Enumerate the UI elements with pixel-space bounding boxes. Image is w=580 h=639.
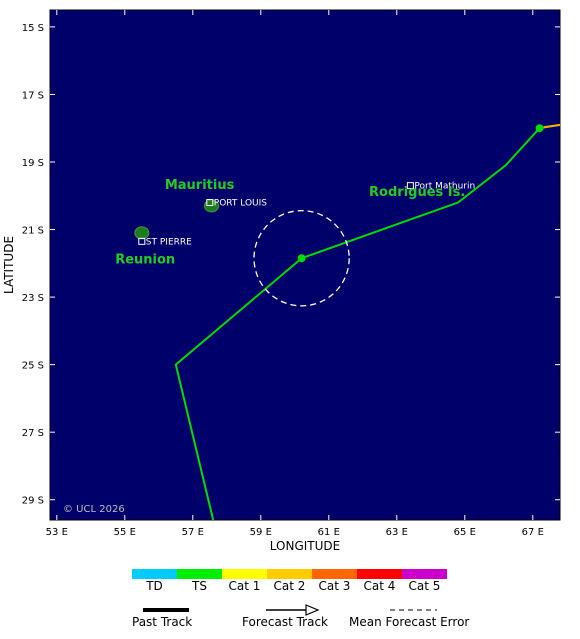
x-axis-title: LONGITUDE xyxy=(270,539,340,553)
lat-tick-label: 19 S xyxy=(22,158,44,169)
lon-tick-label: 59 E xyxy=(250,527,272,538)
category-swatch xyxy=(267,569,312,579)
category-swatch xyxy=(222,569,267,579)
category-label: Cat 1 xyxy=(228,579,261,593)
station-marker-icon xyxy=(138,237,146,245)
lat-tick-label: 27 S xyxy=(22,428,44,439)
category-swatch xyxy=(357,569,402,579)
category-swatch xyxy=(132,569,177,579)
lat-tick-label: 23 S xyxy=(22,293,44,304)
track-layer xyxy=(174,123,561,521)
track-segment-orange xyxy=(543,123,561,129)
mean-error-label: Mean Forecast Error xyxy=(349,615,470,629)
axis-ticks: 53 E 55 E 57 E 59 E 61 E 63 E 65 E 67 E 15 S 17 S… xyxy=(22,10,560,538)
station-label: ST PIERRE xyxy=(146,237,192,247)
category-label: Cat 2 xyxy=(273,579,306,593)
lon-tick-label: 55 E xyxy=(114,527,136,538)
forecast-track-label: Forecast Track xyxy=(242,615,328,629)
y-axis-title: LATITUDE xyxy=(2,236,16,294)
forecast-arrow-icon xyxy=(305,604,320,616)
station-marker-icon xyxy=(206,199,214,207)
map-plot-area xyxy=(49,9,561,521)
category-label: Cat 5 xyxy=(408,579,441,593)
forecast-error-circle xyxy=(253,209,350,307)
category-swatch xyxy=(312,569,357,579)
lon-tick-label: 53 E xyxy=(46,527,68,538)
lon-tick-label: 65 E xyxy=(454,527,476,538)
lon-tick-label: 67 E xyxy=(522,527,544,538)
reunion-island xyxy=(134,226,150,240)
legend: TD TS Cat 1 Cat 2 Cat 3 Cat 4 Cat 5 Past Track… xyxy=(0,566,580,639)
lat-tick-label: 15 S xyxy=(22,23,44,34)
category-label: Cat 4 xyxy=(363,579,396,593)
station-marker-icon xyxy=(406,182,414,190)
lon-tick-label: 57 E xyxy=(182,527,204,538)
place-labels: PORT LOUIS ST PIERRE Port Mathurin Mauritiu… xyxy=(115,178,475,267)
lat-tick-label: 25 S xyxy=(22,361,44,372)
category-label: TD xyxy=(146,579,163,593)
category-swatch xyxy=(402,569,447,579)
category-swatch xyxy=(177,569,222,579)
land-layer xyxy=(134,199,219,240)
lon-tick-label: 63 E xyxy=(386,527,408,538)
place-label: Rodrigues Is. xyxy=(369,185,465,200)
station-label: Port Mathurin xyxy=(414,182,475,192)
category-label: TS xyxy=(192,579,207,593)
lat-tick-label: 17 S xyxy=(22,90,44,101)
legend-line-samples xyxy=(143,604,437,616)
storm-track-map: 53 E 55 E 57 E 59 E 61 E 63 E 65 E 67 E 15 S 17 S… xyxy=(2,9,561,553)
track-position-marker xyxy=(297,254,306,263)
place-label: Mauritius xyxy=(165,178,235,193)
lat-tick-label: 21 S xyxy=(22,226,44,237)
lon-tick-label: 61 E xyxy=(318,527,340,538)
copyright-label: © UCL 2026 xyxy=(63,504,125,515)
category-label: Cat 3 xyxy=(318,579,351,593)
station-label: PORT LOUIS xyxy=(214,199,267,209)
track-position-marker xyxy=(535,124,544,133)
place-label: Reunion xyxy=(115,252,175,267)
past-track-label: Past Track xyxy=(132,615,193,629)
lat-tick-label: 29 S xyxy=(22,496,44,507)
